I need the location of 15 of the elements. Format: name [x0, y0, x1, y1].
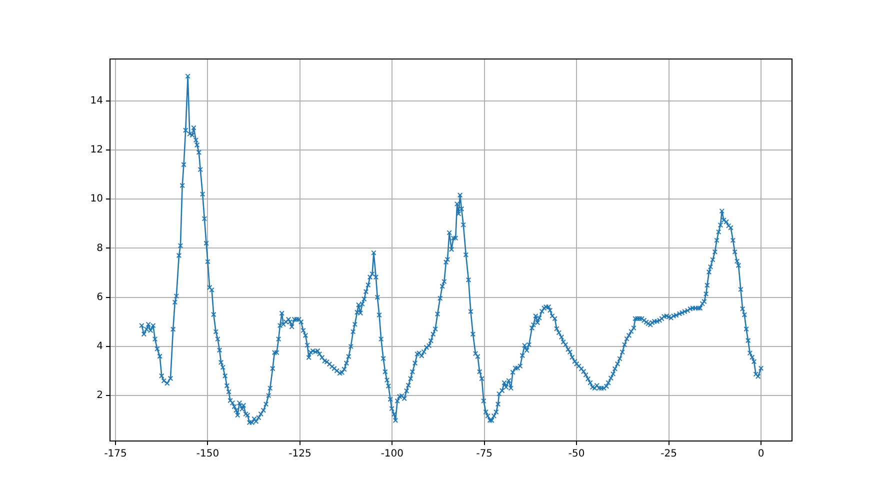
x-tick-label: -150 [196, 448, 220, 460]
x-tick-label: -125 [288, 448, 312, 460]
y-tick-label: 2 [96, 390, 103, 402]
y-tick-label: 10 [90, 194, 103, 205]
x-tick-label: -75 [476, 448, 493, 460]
x-tick-label: -25 [660, 448, 677, 460]
y-tick-label: 12 [90, 144, 103, 156]
x-tick-label: -100 [380, 448, 404, 460]
x-tick-label: -175 [104, 448, 127, 460]
y-tick-label: 8 [96, 242, 103, 254]
x-tick-label: -50 [568, 448, 585, 460]
y-tick-label: 14 [90, 95, 103, 106]
x-tick-label: 0 [758, 448, 764, 460]
y-tick-label: 4 [96, 341, 103, 352]
y-tick-label: 6 [96, 292, 103, 303]
